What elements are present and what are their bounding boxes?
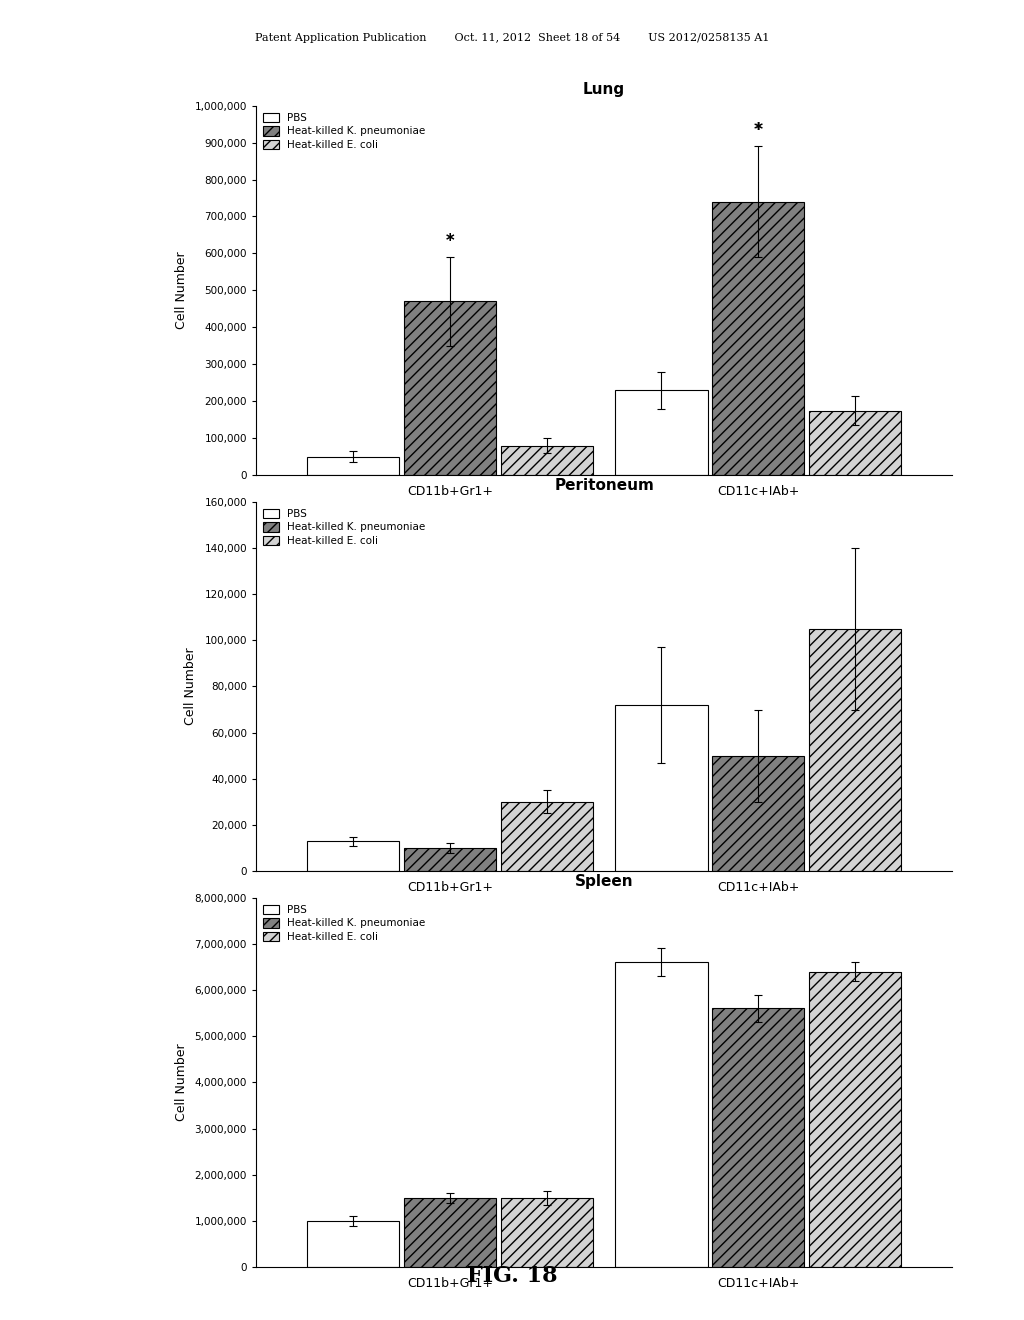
Text: *: * <box>754 121 763 139</box>
Title: Peritoneum: Peritoneum <box>554 478 654 494</box>
Bar <box>713 755 805 871</box>
Bar <box>403 1199 496 1267</box>
Title: Lung: Lung <box>583 82 626 98</box>
Legend: PBS, Heat-killed K. pneumoniae, Heat-killed E. coli: PBS, Heat-killed K. pneumoniae, Heat-kil… <box>261 507 428 548</box>
Bar <box>307 457 399 475</box>
Y-axis label: Cell Number: Cell Number <box>175 1044 187 1121</box>
Bar <box>307 1221 399 1267</box>
Y-axis label: Cell Number: Cell Number <box>184 648 198 725</box>
Bar <box>403 301 496 475</box>
Bar <box>809 411 901 475</box>
Bar <box>809 972 901 1267</box>
Legend: PBS, Heat-killed K. pneumoniae, Heat-killed E. coli: PBS, Heat-killed K. pneumoniae, Heat-kil… <box>261 903 428 944</box>
Bar <box>501 803 593 871</box>
Y-axis label: Cell Number: Cell Number <box>175 252 187 329</box>
Bar <box>501 446 593 475</box>
Bar <box>615 391 708 475</box>
Text: FIG. 18: FIG. 18 <box>467 1265 557 1287</box>
Bar <box>403 849 496 871</box>
Bar <box>713 1008 805 1267</box>
Bar <box>615 962 708 1267</box>
Text: *: * <box>445 232 454 249</box>
Bar <box>307 841 399 871</box>
Text: *: * <box>445 232 455 249</box>
Title: Spleen: Spleen <box>574 874 634 890</box>
Bar <box>809 628 901 871</box>
Bar <box>713 202 805 475</box>
Legend: PBS, Heat-killed K. pneumoniae, Heat-killed E. coli: PBS, Heat-killed K. pneumoniae, Heat-kil… <box>261 111 428 152</box>
Bar <box>615 705 708 871</box>
Text: *: * <box>755 121 763 139</box>
Text: Patent Application Publication        Oct. 11, 2012  Sheet 18 of 54        US 20: Patent Application Publication Oct. 11, … <box>255 33 769 44</box>
Bar <box>501 1199 593 1267</box>
